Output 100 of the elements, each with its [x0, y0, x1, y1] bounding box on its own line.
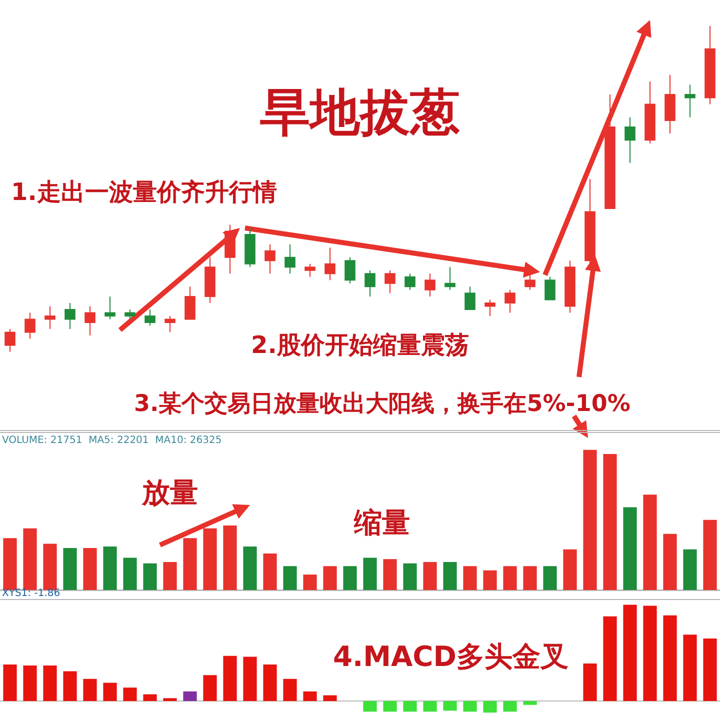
bar	[363, 701, 377, 712]
bar	[423, 701, 437, 712]
candlestick	[404, 273, 416, 290]
candlestick	[144, 308, 156, 326]
bar	[363, 558, 377, 590]
candlestick	[44, 306, 56, 330]
candlestick	[384, 270, 396, 294]
bar	[683, 549, 697, 590]
candlestick	[204, 256, 216, 304]
text: 3.某个交易日放量收出大阳线，换手在5%-10%	[134, 390, 630, 417]
candlestick	[524, 273, 536, 290]
bar	[403, 563, 417, 590]
bar	[143, 563, 157, 590]
candlestick	[244, 228, 256, 268]
bar	[23, 665, 37, 702]
candlestick	[644, 80, 656, 144]
bar	[263, 554, 277, 590]
bar	[663, 534, 677, 590]
bar	[383, 559, 397, 590]
bar	[223, 526, 237, 590]
candlestick	[584, 178, 596, 264]
annotation: 放量	[141, 476, 198, 509]
bar	[603, 616, 617, 702]
bar	[523, 701, 537, 705]
bar	[183, 538, 197, 590]
candlestick	[84, 306, 96, 336]
candlestick	[4, 328, 16, 352]
bar	[223, 656, 237, 702]
bar	[283, 678, 297, 702]
bar	[43, 544, 57, 590]
bar	[83, 678, 97, 702]
candlestick	[624, 116, 636, 164]
candlestick	[304, 263, 316, 278]
bar	[503, 566, 517, 590]
bar	[203, 528, 217, 590]
bar	[123, 558, 137, 590]
bar	[463, 701, 477, 712]
bar	[143, 694, 157, 702]
bar	[423, 562, 437, 590]
candlestick	[64, 302, 76, 330]
bar	[603, 454, 617, 590]
bar	[443, 701, 457, 711]
candlestick	[464, 286, 476, 310]
bar	[483, 701, 497, 713]
bar	[163, 698, 177, 702]
candlestick	[484, 299, 496, 316]
candlestick	[364, 270, 376, 297]
bar	[583, 664, 597, 702]
candlestick	[104, 296, 116, 320]
text: 旱地拔葱	[259, 84, 460, 142]
candlestick	[264, 244, 276, 274]
annotation: 2.股价开始缩量震荡	[251, 331, 469, 359]
bar	[583, 450, 597, 590]
bar	[703, 520, 717, 590]
bar	[443, 562, 457, 590]
annotation: XYS1: -1.86	[2, 588, 60, 599]
candlestick	[284, 244, 296, 274]
candlestick	[504, 289, 516, 314]
candlestick	[24, 312, 36, 340]
bar	[623, 507, 637, 590]
bar	[123, 688, 137, 702]
bar	[623, 604, 637, 702]
bar	[3, 664, 17, 702]
bar	[203, 675, 217, 702]
bar	[103, 682, 117, 702]
bar	[243, 656, 257, 702]
bar	[643, 606, 657, 702]
candlestick	[124, 308, 136, 320]
bar	[323, 695, 337, 702]
bar	[23, 528, 37, 590]
candlestick	[424, 273, 436, 297]
bar	[463, 566, 477, 590]
bar	[303, 574, 317, 590]
candlestick	[684, 84, 696, 118]
bar	[323, 566, 337, 590]
candlestick	[324, 247, 336, 281]
candlestick	[604, 94, 616, 209]
text: VOLUME: 21751 MA5: 22201 MA10: 26325	[2, 435, 222, 446]
bar	[523, 566, 537, 590]
bar	[683, 634, 697, 702]
candlestick	[664, 74, 676, 134]
bar	[103, 546, 117, 590]
candlestick	[704, 26, 716, 105]
bar	[63, 671, 77, 702]
bar	[483, 570, 497, 590]
annotation: 缩量	[353, 506, 410, 539]
bar	[563, 549, 577, 590]
annotation: 4.MACD多头金叉	[333, 640, 568, 673]
bar	[383, 701, 397, 712]
bar	[283, 566, 297, 590]
bar	[163, 562, 177, 590]
candlestick	[344, 256, 356, 284]
bar	[43, 665, 57, 702]
bar	[263, 664, 277, 702]
bar	[3, 538, 17, 590]
candlestick	[164, 315, 176, 333]
bar	[343, 566, 357, 590]
bar	[703, 638, 717, 702]
bar	[183, 691, 197, 702]
bar	[243, 546, 257, 590]
